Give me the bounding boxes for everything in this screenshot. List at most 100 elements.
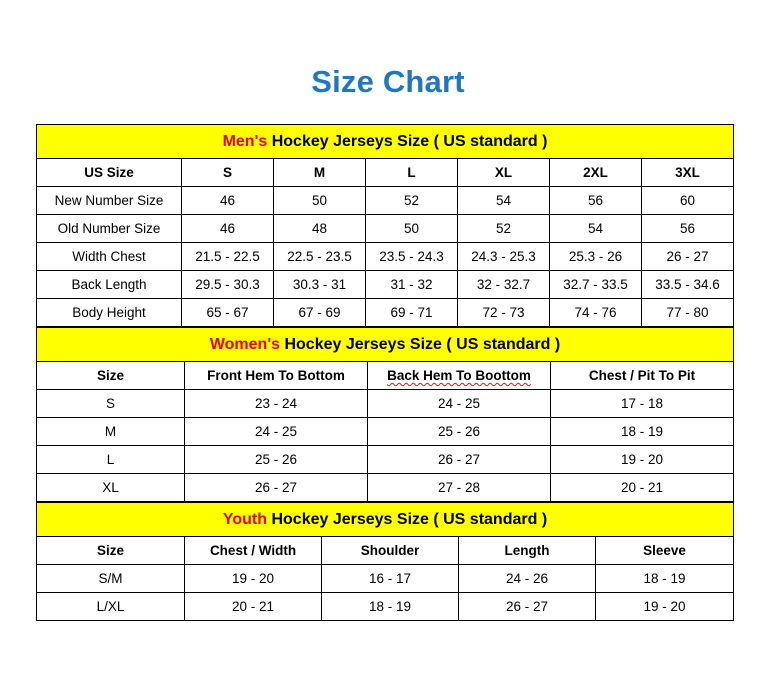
mens-cell: 67 - 69 — [273, 298, 366, 327]
youth-band-text: Youth Hockey Jerseys Size ( US standard … — [35, 502, 735, 537]
youth-size-table: Youth Hockey Jerseys Size ( US standard … — [35, 502, 735, 621]
mens-cell: 77 - 80 — [641, 298, 734, 327]
mens-cell: 30.3 - 31 — [273, 270, 366, 299]
womens-band-accent: Women's — [209, 336, 281, 353]
table-row: L/XL 20 - 21 18 - 19 26 - 27 19 - 20 — [36, 592, 735, 621]
youth-row-label: S/M — [36, 564, 185, 593]
womens-cell: 27 - 28 — [367, 473, 551, 502]
mens-row-label: Old Number Size — [36, 214, 182, 243]
youth-cell: 16 - 17 — [321, 564, 459, 593]
youth-cell: 26 - 27 — [458, 592, 596, 621]
youth-cell: 18 - 19 — [321, 592, 459, 621]
womens-band-rest: Hockey Jerseys Size ( US standard ) — [280, 336, 561, 353]
mens-row-label: Back Length — [36, 270, 182, 299]
mens-cell: 54 — [457, 186, 550, 215]
mens-header-row: US Size S M L XL 2XL 3XL — [36, 158, 734, 187]
table-row: New Number Size 46 50 52 54 56 60 — [36, 186, 734, 215]
womens-cell: 26 - 27 — [367, 445, 551, 474]
mens-cell: 74 - 76 — [549, 298, 642, 327]
womens-row-label: S — [36, 389, 185, 418]
womens-header-cell-misspelled: Back Hem To Boottom — [387, 368, 531, 383]
mens-section-band: Men's Hockey Jerseys Size ( US standard … — [36, 124, 734, 159]
mens-cell: 22.5 - 23.5 — [273, 242, 366, 271]
womens-row-label: M — [36, 417, 185, 446]
youth-section-band: Youth Hockey Jerseys Size ( US standard … — [35, 502, 735, 537]
youth-header-cell: Length — [458, 536, 596, 565]
womens-cell: 24 - 25 — [367, 389, 551, 418]
mens-cell: 69 - 71 — [365, 298, 458, 327]
youth-header-cell: Chest / Width — [184, 536, 322, 565]
mens-row-label: Width Chest — [36, 242, 182, 271]
mens-band-accent: Men's — [222, 133, 268, 150]
mens-header-cell: M — [273, 158, 366, 187]
mens-header-cell: US Size — [36, 158, 182, 187]
mens-cell: 33.5 - 34.6 — [641, 270, 734, 299]
mens-header-cell: L — [365, 158, 458, 187]
table-row: Width Chest 21.5 - 22.5 22.5 - 23.5 23.5… — [36, 242, 734, 271]
table-row: Back Length 29.5 - 30.3 30.3 - 31 31 - 3… — [36, 270, 734, 299]
size-chart-tables: Men's Hockey Jerseys Size ( US standard … — [35, 124, 735, 621]
womens-header-row: Size Front Hem To Bottom Back Hem To Boo… — [36, 361, 734, 390]
mens-cell: 23.5 - 24.3 — [365, 242, 458, 271]
youth-header-cell: Shoulder — [321, 536, 459, 565]
mens-band-text: Men's Hockey Jerseys Size ( US standard … — [36, 124, 734, 159]
mens-cell: 26 - 27 — [641, 242, 734, 271]
mens-cell: 46 — [181, 214, 274, 243]
womens-band-text: Women's Hockey Jerseys Size ( US standar… — [36, 327, 734, 362]
womens-size-table: Women's Hockey Jerseys Size ( US standar… — [36, 327, 734, 502]
mens-cell: 54 — [549, 214, 642, 243]
youth-cell: 18 - 19 — [594, 564, 735, 593]
mens-cell: 32.7 - 33.5 — [549, 270, 642, 299]
mens-cell: 25.3 - 26 — [549, 242, 642, 271]
womens-cell: 25 - 26 — [184, 445, 368, 474]
mens-cell: 56 — [641, 214, 734, 243]
mens-cell: 31 - 32 — [365, 270, 458, 299]
youth-header-row: Size Chest / Width Shoulder Length Sleev… — [36, 536, 735, 565]
youth-cell: 19 - 20 — [594, 592, 735, 621]
youth-band-accent: Youth — [222, 511, 268, 528]
page-title: Size Chart — [311, 64, 465, 99]
womens-cell: 23 - 24 — [184, 389, 368, 418]
mens-cell: 24.3 - 25.3 — [457, 242, 550, 271]
womens-section-band: Women's Hockey Jerseys Size ( US standar… — [36, 327, 734, 362]
womens-cell: 19 - 20 — [550, 445, 734, 474]
womens-cell: 18 - 19 — [550, 417, 734, 446]
womens-cell: 20 - 21 — [550, 473, 734, 502]
womens-cell: 24 - 25 — [184, 417, 368, 446]
mens-cell: 21.5 - 22.5 — [181, 242, 274, 271]
womens-header-cell: Front Hem To Bottom — [184, 361, 368, 390]
table-row: L 25 - 26 26 - 27 19 - 20 — [36, 445, 734, 474]
youth-row-label: L/XL — [36, 592, 185, 621]
mens-header-cell: XL — [457, 158, 550, 187]
mens-header-cell: 2XL — [549, 158, 642, 187]
womens-header-cell: Chest / Pit To Pit — [550, 361, 734, 390]
mens-cell: 56 — [549, 186, 642, 215]
youth-header-cell: Sleeve — [594, 536, 735, 565]
mens-cell: 48 — [273, 214, 366, 243]
youth-header-cell: Size — [36, 536, 185, 565]
mens-row-label: Body Height — [36, 298, 182, 327]
mens-band-rest: Hockey Jerseys Size ( US standard ) — [267, 133, 548, 150]
womens-cell: 26 - 27 — [184, 473, 368, 502]
mens-cell: 52 — [457, 214, 550, 243]
mens-header-cell: 3XL — [641, 158, 734, 187]
table-row: Body Height 65 - 67 67 - 69 69 - 71 72 -… — [36, 298, 734, 327]
mens-cell: 29.5 - 30.3 — [181, 270, 274, 299]
mens-row-label: New Number Size — [36, 186, 182, 215]
mens-cell: 50 — [273, 186, 366, 215]
mens-cell: 52 — [365, 186, 458, 215]
womens-row-label: XL — [36, 473, 185, 502]
mens-header-cell: S — [181, 158, 274, 187]
womens-cell: 17 - 18 — [550, 389, 734, 418]
mens-cell: 72 - 73 — [457, 298, 550, 327]
womens-cell: 25 - 26 — [367, 417, 551, 446]
womens-row-label: L — [36, 445, 185, 474]
mens-cell: 32 - 32.7 — [457, 270, 550, 299]
mens-size-table: Men's Hockey Jerseys Size ( US standard … — [36, 124, 734, 327]
table-row: XL 26 - 27 27 - 28 20 - 21 — [36, 473, 734, 502]
table-row: S 23 - 24 24 - 25 17 - 18 — [36, 389, 734, 418]
youth-cell: 19 - 20 — [184, 564, 322, 593]
mens-cell: 60 — [641, 186, 734, 215]
mens-cell: 46 — [181, 186, 274, 215]
table-row: M 24 - 25 25 - 26 18 - 19 — [36, 417, 734, 446]
